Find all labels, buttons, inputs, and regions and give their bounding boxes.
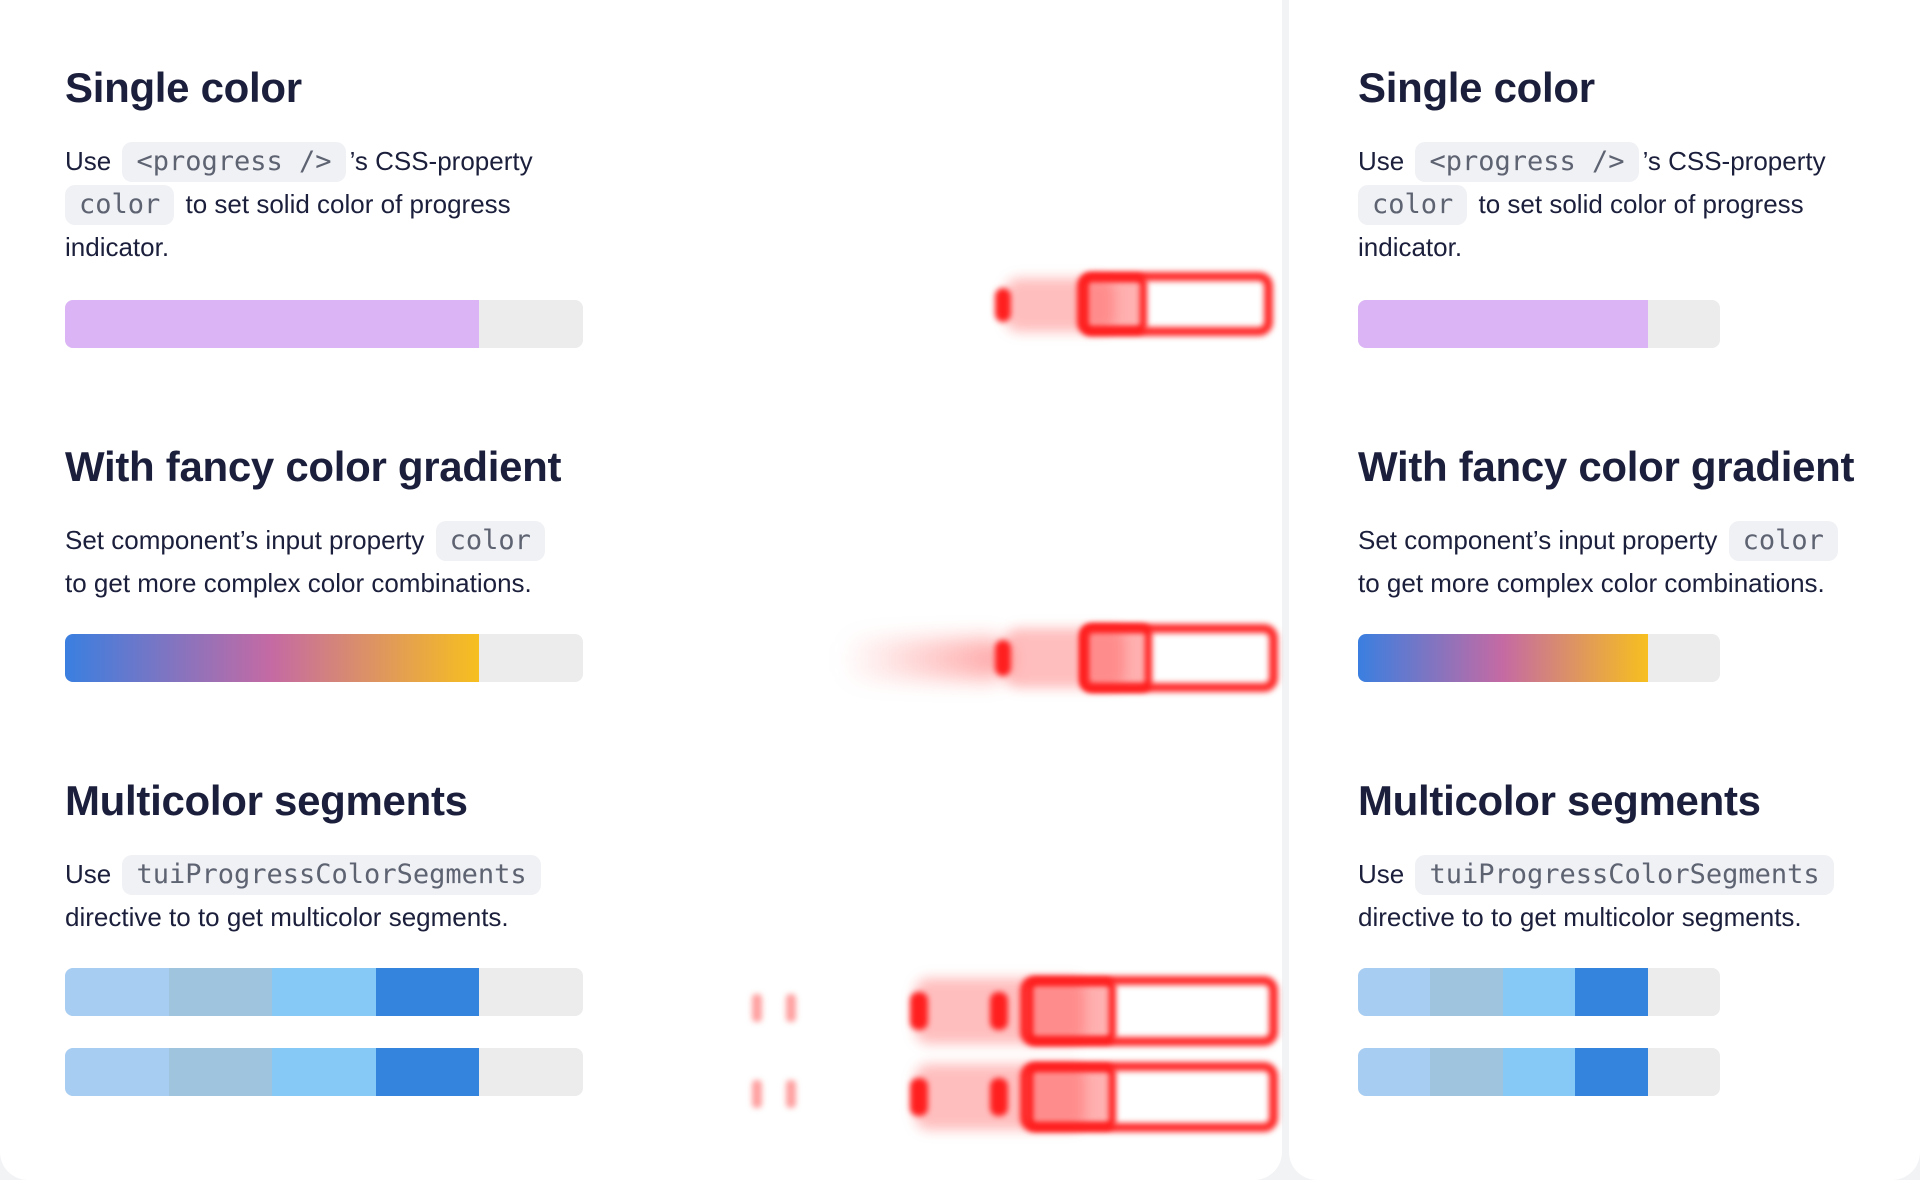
section-description: Set component’s input property color to g… xyxy=(65,519,595,605)
section-title: With fancy color gradient xyxy=(1358,443,1855,490)
motion-blur-artifact xyxy=(750,970,1280,1050)
code-snippet: tuiProgressColorSegments xyxy=(1415,855,1834,895)
motion-blur-artifact xyxy=(840,620,1280,698)
progress-segment xyxy=(272,1048,376,1096)
progress-segment xyxy=(65,1048,169,1096)
progress-segment xyxy=(1502,968,1576,1016)
progress-indicator xyxy=(1358,300,1648,348)
code-snippet: <progress /> xyxy=(122,142,346,182)
section-description: Use <progress />’s CSS-property color to … xyxy=(65,140,595,269)
progress-segment xyxy=(1430,968,1503,1016)
progress-bar-single-color xyxy=(65,300,583,348)
progress-segment xyxy=(168,1048,273,1096)
code-snippet: color xyxy=(1358,185,1468,225)
section-title: Multicolor segments xyxy=(1358,777,1761,824)
progress-indicator xyxy=(65,634,480,682)
code-snippet: color xyxy=(1728,521,1838,561)
motion-blur-artifact xyxy=(750,1056,1280,1136)
progress-indicator xyxy=(65,300,480,348)
section-single-color: Single color Use <progress />’s CSS-prop… xyxy=(1358,64,1898,269)
code-snippet: color xyxy=(435,521,545,561)
section-single-color: Single color Use <progress />’s CSS-prop… xyxy=(65,64,665,269)
code-snippet: color xyxy=(65,185,175,225)
progress-segment xyxy=(1430,1048,1503,1096)
progress-segment xyxy=(1575,968,1648,1016)
section-description: Use tuiProgressColorSegments directive to… xyxy=(65,853,595,939)
section-gradient: With fancy color gradient Set component’… xyxy=(65,443,665,605)
progress-segment xyxy=(65,968,169,1016)
progress-bar-segments xyxy=(65,968,583,1016)
progress-segment xyxy=(1575,1048,1648,1096)
progress-bar-gradient xyxy=(1358,634,1720,682)
section-multicolor: Multicolor segments Use tuiProgressColor… xyxy=(1358,777,1898,939)
progress-bar-single-color xyxy=(1358,300,1720,348)
code-snippet: <progress /> xyxy=(1415,142,1639,182)
progress-bar-gradient xyxy=(65,634,583,682)
section-title: Single color xyxy=(65,64,302,111)
progress-segment xyxy=(375,1048,480,1096)
section-title: Single color xyxy=(1358,64,1595,111)
progress-segment xyxy=(1358,1048,1431,1096)
progress-segment xyxy=(1502,1048,1576,1096)
progress-segment xyxy=(272,968,376,1016)
progress-indicator xyxy=(1358,634,1648,682)
progress-segment xyxy=(1358,968,1431,1016)
section-gradient: With fancy color gradient Set component’… xyxy=(1358,443,1898,605)
code-snippet: tuiProgressColorSegments xyxy=(122,855,541,895)
section-multicolor: Multicolor segments Use tuiProgressColor… xyxy=(65,777,665,939)
section-description: Use <progress />’s CSS-property color to … xyxy=(1358,140,1888,269)
progress-bar-segments xyxy=(1358,968,1720,1016)
progress-segment xyxy=(168,968,273,1016)
section-description: Set component’s input property color to g… xyxy=(1358,519,1888,605)
progress-segment xyxy=(375,968,480,1016)
progress-bar-segments xyxy=(65,1048,583,1096)
motion-blur-artifact xyxy=(995,270,1275,340)
section-title: Multicolor segments xyxy=(65,777,468,824)
section-title: With fancy color gradient xyxy=(65,443,562,490)
progress-bar-segments xyxy=(1358,1048,1720,1096)
section-description: Use tuiProgressColorSegments directive to… xyxy=(1358,853,1888,939)
